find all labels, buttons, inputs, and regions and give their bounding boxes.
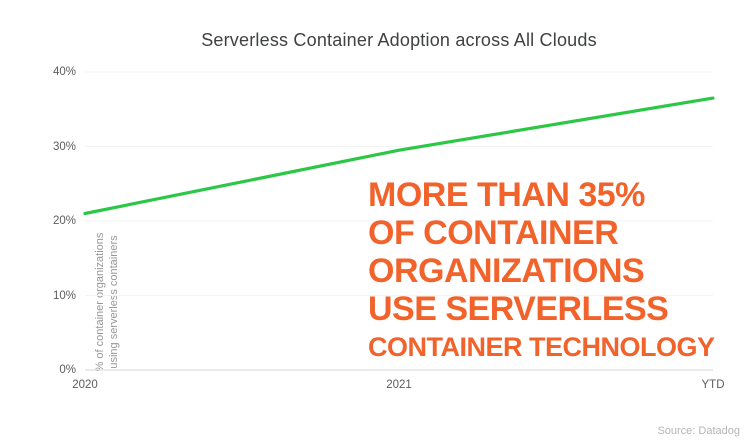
y-tick-label: 40% [52, 66, 76, 78]
callout-line-5: CONTAINER TECHNOLOGY [368, 332, 715, 362]
callout-text: MORE THAN 35% OF CONTAINER ORGANIZATIONS… [368, 176, 715, 364]
x-tick-label: 2020 [72, 379, 98, 391]
line-chart-canvas [83, 71, 715, 371]
x-tick-label: 2021 [386, 379, 412, 391]
y-tick-label: 0% [59, 364, 76, 376]
callout-line-3: ORGANIZATIONS [368, 252, 645, 290]
plot-area: % of container organizations using serve… [53, 66, 725, 391]
callout-line-1: MORE THAN 35% [368, 176, 645, 214]
callout-line-4: USE SERVERLESS [368, 290, 669, 328]
y-tick-label: 30% [52, 140, 76, 153]
adoption-line-series [83, 96, 715, 216]
x-tick-label: YTD [701, 379, 725, 391]
source-credit: Source: Datadog [657, 425, 740, 437]
chart-title: Serverless Container Adoption across All… [201, 30, 597, 50]
y-tick-label: 20% [52, 215, 76, 227]
y-tick-label: 10% [52, 289, 76, 302]
callout-line-2: OF CONTAINER [368, 214, 619, 252]
